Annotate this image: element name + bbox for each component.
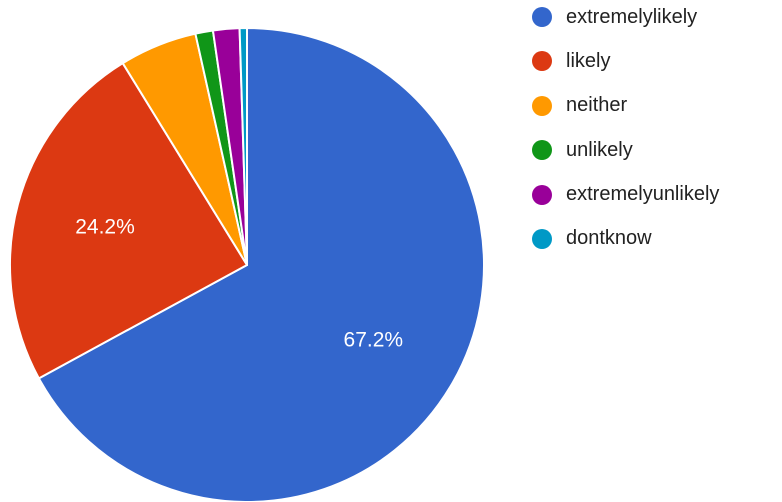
legend-label-neither: neither [566, 94, 628, 117]
legend-label-dontknow: dontknow [566, 227, 652, 250]
pie-slice-extremelylikely[interactable] [37, 27, 485, 502]
legend-item-dontknow[interactable]: dontknow [532, 227, 719, 250]
pie-chart: 67.2% 24.2% [9, 27, 485, 502]
legend-item-unlikely[interactable]: unlikely [532, 139, 719, 161]
data-label-likely: 24.2% [75, 216, 135, 239]
legend-label-extremelylikely: extremelylikely [566, 5, 698, 28]
chart-legend: extremelylikely likely neither unlikely extr… [532, 6, 719, 272]
pie-slice-likely[interactable] [9, 62, 248, 380]
legend-item-extremelylikely[interactable]: extremelylikely [532, 6, 719, 28]
legend-item-neither[interactable]: neither [532, 94, 719, 117]
legend-swatch-extremelyunlikely [532, 184, 552, 205]
pie-slice-dontknow[interactable] [238, 27, 248, 266]
legend-swatch-likely [532, 51, 552, 72]
legend-swatch-neither [532, 95, 552, 116]
legend-swatch-unlikely [532, 140, 552, 161]
legend-label-extremelyunlikely: extremelyunlikely [566, 183, 720, 206]
legend-label-likely: likely [566, 49, 611, 72]
legend-label-unlikely: unlikely [566, 138, 633, 161]
legend-item-extremelyunlikely[interactable]: extremelyunlikely [532, 183, 720, 206]
legend-item-likely[interactable]: likely [532, 50, 719, 72]
legend-swatch-extremelylikely [532, 7, 552, 27]
data-label-extremelylikely: 67.2% [344, 329, 404, 352]
pie-data-labels: 67.2% 24.2% [75, 216, 403, 352]
legend-swatch-dontknow [532, 228, 552, 249]
pie-slices [9, 27, 485, 502]
